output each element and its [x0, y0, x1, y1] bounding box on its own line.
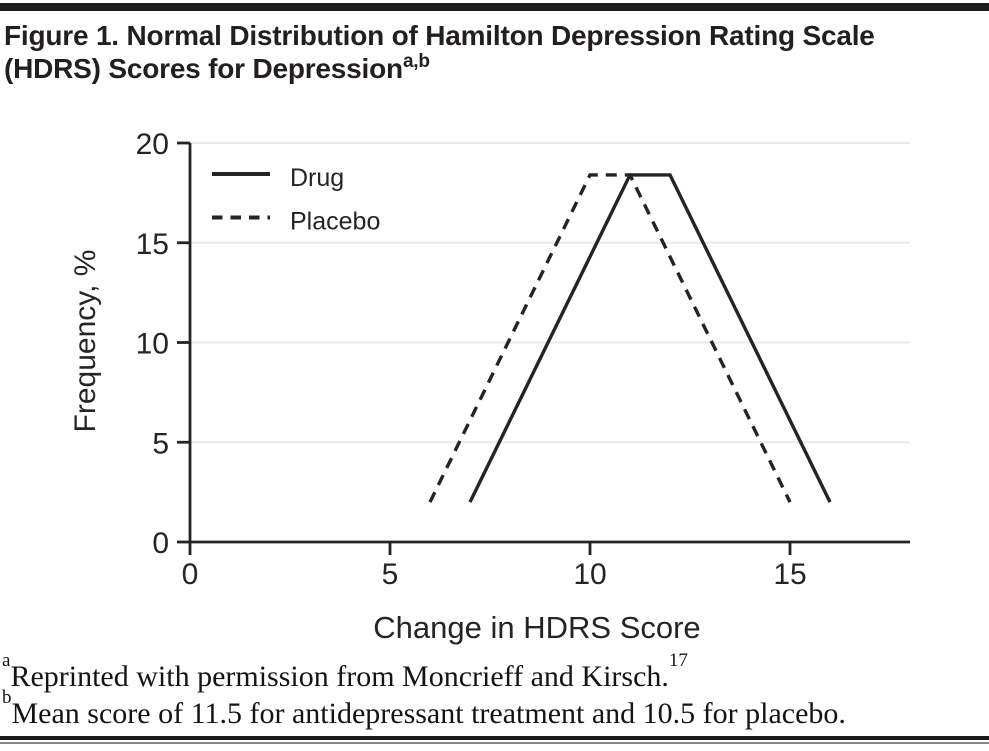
figure-title: Figure 1. Normal Distribution of Hamilto…	[4, 19, 956, 85]
y-tick-label-5: 5	[152, 427, 169, 460]
x-tick-label-15: 15	[773, 558, 806, 591]
legend-label-drug: Drug	[290, 164, 344, 192]
x-tick-label-10: 10	[573, 558, 606, 591]
y-axis-title: Frequency, %	[69, 250, 102, 433]
legend-label-placebo: Placebo	[290, 208, 380, 236]
bottom-rule-thick-line	[0, 736, 989, 740]
x-axis-title: Change in HDRS Score	[373, 610, 700, 645]
y-tick-label-10: 10	[136, 328, 169, 361]
y-tick-label-0: 0	[152, 527, 169, 560]
footnote-a-reference: 17	[668, 650, 688, 671]
footnote-a-marker: a	[2, 650, 11, 671]
figure-title-text: Figure 1. Normal Distribution of Hamilto…	[4, 20, 875, 84]
y-tick-label-15: 15	[136, 228, 169, 261]
x-tick-label-0: 0	[182, 558, 199, 591]
footnote-b: bMean score of 11.5 for antidepressant t…	[2, 688, 987, 732]
series-line-drug	[468, 173, 832, 503]
hdrs-line-chart: 0 5 10 15 20 0 5 10 15 Drug Placebo Change in HDRS …	[69, 128, 910, 645]
y-tick-label-20: 20	[136, 128, 169, 161]
series-line-placebo	[428, 173, 792, 503]
bottom-rule-thin-line	[0, 742, 989, 744]
figure-title-superscript: a,b	[402, 50, 430, 72]
footnote-b-text: Mean score of 11.5 for antidepressant tr…	[11, 697, 846, 730]
footnote-a: aReprinted with permission from Moncrief…	[2, 651, 987, 695]
bottom-rule	[0, 736, 989, 744]
footnote-b-marker: b	[2, 687, 12, 708]
footnote-a-text: Reprinted with permission from Moncrieff…	[10, 660, 669, 693]
x-tick-label-5: 5	[382, 558, 399, 591]
top-rule	[0, 3, 989, 11]
footnotes: aReprinted with permission from Moncrief…	[2, 651, 987, 732]
